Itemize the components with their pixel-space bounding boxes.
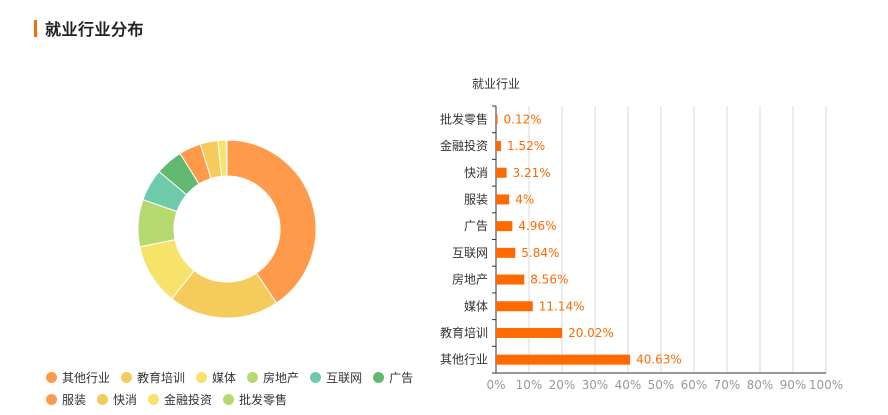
legend-label: 教育培训 [137, 370, 186, 385]
x-tick-label: 20% [549, 378, 576, 392]
legend-color-dot [46, 393, 57, 405]
legend-item[interactable]: 教育培训 [121, 369, 185, 386]
donut-legend: 其他行业 教育培训 媒体 房地产 互联网 广告服装 快消 金融投资 批发零售 [46, 366, 446, 410]
y-category-label: 批发零售 [440, 111, 488, 126]
section-title: 就业行业分布 [45, 20, 145, 39]
x-tick-label: 70% [714, 378, 741, 392]
legend-color-dot [310, 371, 322, 383]
legend-row: 服装 快消 金融投资 批发零售 [46, 388, 446, 410]
bar-item-5[interactable] [496, 247, 516, 258]
legend-color-dot [148, 393, 160, 405]
legend-item[interactable]: 房地产 [247, 369, 299, 386]
x-tick-label: 90% [780, 378, 807, 392]
legend-item[interactable]: 媒体 [196, 369, 236, 386]
legend-label: 金融投资 [164, 392, 213, 407]
bar-item-3[interactable] [496, 194, 510, 205]
bar-item-6[interactable] [496, 274, 525, 285]
legend-item[interactable]: 其他行业 [46, 369, 110, 386]
x-tick-label: 0% [486, 378, 505, 392]
legend-item[interactable]: 金融投资 [148, 391, 212, 408]
legend-label: 批发零售 [239, 392, 288, 407]
bar-item-7[interactable] [496, 301, 533, 312]
x-tick-label: 40% [615, 378, 642, 392]
bar-value-label: 11.14% [539, 299, 585, 313]
legend-color-dot [247, 371, 259, 383]
legend-label: 其他行业 [62, 370, 111, 385]
donut-chart [137, 139, 317, 319]
x-tick-label: 10% [516, 378, 543, 392]
bar-value-label: 3.21% [513, 166, 551, 180]
legend-label: 服装 [62, 392, 87, 407]
bar-item-8[interactable] [496, 327, 563, 338]
y-category-label: 金融投资 [440, 138, 488, 153]
bar-value-label: 8.56% [530, 273, 568, 287]
legend-item[interactable]: 快消 [97, 391, 137, 408]
y-category-label: 服装 [464, 192, 488, 206]
y-category-label: 其他行业 [440, 353, 488, 367]
bar-item-1[interactable] [496, 141, 502, 152]
legend-label: 快消 [113, 392, 138, 407]
bar-item-0[interactable] [496, 114, 498, 125]
legend-label: 房地产 [263, 370, 300, 385]
legend-color-dot [46, 371, 57, 383]
bar-value-label: 20.02% [568, 326, 614, 340]
y-category-label: 教育培训 [440, 325, 488, 340]
legend-color-dot [373, 371, 385, 383]
x-tick-label: 50% [648, 378, 675, 392]
y-category-label: 快消 [464, 166, 488, 180]
bar-item-9[interactable] [496, 354, 631, 365]
x-tick-label: 30% [582, 378, 609, 392]
section-accent-bar [34, 19, 37, 37]
section-header: 就业行业分布 [34, 18, 145, 39]
legend-color-dot [223, 393, 235, 405]
bar-value-label: 4.96% [518, 219, 556, 233]
bar-value-label: 1.52% [507, 139, 545, 153]
donut-slice-item-0[interactable] [226, 139, 317, 304]
legend-color-dot [121, 371, 133, 383]
legend-item[interactable]: 互联网 [310, 369, 362, 386]
legend-label: 媒体 [212, 370, 237, 385]
bar-item-2[interactable] [496, 167, 507, 178]
bar-value-label: 5.84% [521, 246, 559, 260]
bar-value-label: 40.63% [636, 353, 682, 367]
donut-slice-item-9[interactable] [225, 139, 228, 177]
legend-row: 其他行业 教育培训 媒体 房地产 互联网 广告 [46, 366, 446, 388]
legend-item[interactable]: 批发零售 [223, 391, 287, 408]
legend-color-dot [97, 393, 109, 405]
legend-label: 广告 [389, 370, 414, 385]
y-category-label: 广告 [464, 219, 488, 233]
bar-value-label: 4% [515, 192, 534, 206]
y-category-label: 房地产 [452, 272, 488, 287]
x-tick-label: 60% [681, 378, 708, 392]
legend-label: 互联网 [326, 370, 363, 385]
x-tick-label: 100% [809, 378, 843, 392]
legend-color-dot [196, 371, 208, 383]
x-tick-label: 80% [747, 378, 774, 392]
legend-item[interactable]: 服装 [46, 391, 86, 408]
y-category-label: 媒体 [464, 299, 488, 313]
bar-item-4[interactable] [496, 221, 513, 232]
bar-value-label: 0.12% [504, 112, 542, 126]
bar-chart-title: 就业行业 [472, 77, 520, 91]
bar-chart: 就业行业 0% 10% 20% 30% 40% 50% 60% 70% 80% 90% 100% 批发零… [440, 77, 843, 392]
legend-item[interactable]: 广告 [373, 369, 413, 386]
y-category-label: 互联网 [452, 246, 488, 260]
